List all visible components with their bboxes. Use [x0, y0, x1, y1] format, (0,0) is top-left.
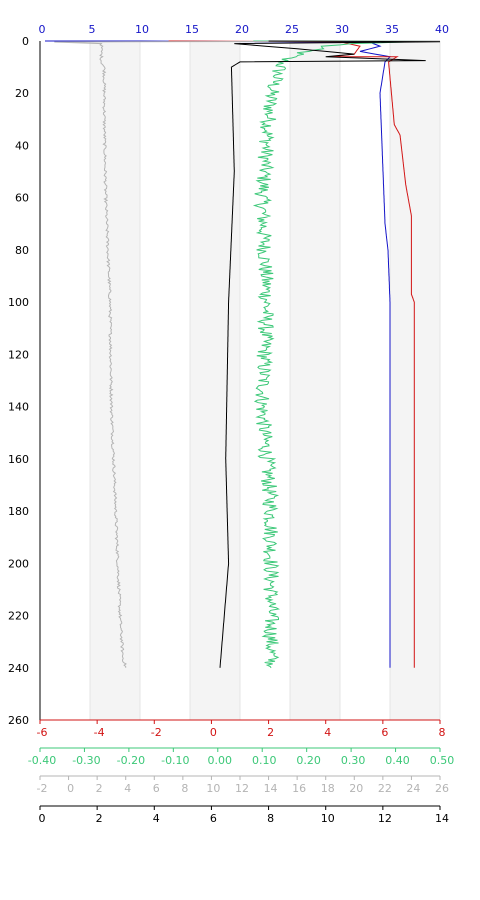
grid-band [290, 41, 340, 720]
x-tick-label-2: -0.40 [28, 754, 56, 767]
series-layer [45, 40, 441, 669]
x-tick-label-2: -0.30 [72, 754, 100, 767]
x-tick-label-4: 12 [378, 812, 392, 825]
y-tick-label: 40 [15, 139, 29, 152]
y-tick-label: 20 [15, 87, 29, 100]
y-tick-label: 220 [8, 610, 29, 623]
x-tick-label-0: 0 [39, 23, 46, 36]
x-tick-label-3: 6 [153, 782, 160, 795]
x-tick-label-3: 10 [206, 782, 220, 795]
x-tick-label-4: 2 [96, 812, 103, 825]
x-tick-label-1: 2 [267, 726, 274, 739]
x-tick-label-2: -0.10 [161, 754, 189, 767]
x-tick-label-0: 25 [285, 23, 299, 36]
y-tick-label: 180 [8, 505, 29, 518]
x-tick-label-3: 18 [321, 782, 335, 795]
series-line-1 [168, 40, 415, 668]
x-tick-label-4: 4 [153, 812, 160, 825]
x-tick-label-1: 0 [210, 726, 217, 739]
y-tick-label: 200 [8, 557, 29, 570]
y-tick-label: 120 [8, 348, 29, 361]
x-tick-label-0: 20 [235, 23, 249, 36]
x-tick-label-3: 8 [181, 782, 188, 795]
x-tick-label-2: 0.20 [296, 754, 321, 767]
x-tick-label-2: 0.50 [430, 754, 455, 767]
y-tick-label: 100 [8, 296, 29, 309]
x-tick-label-0: 30 [335, 23, 349, 36]
x-tick-label-0: 40 [435, 23, 449, 36]
y-tick-label: 140 [8, 401, 29, 414]
x-tick-label-3: 2 [96, 782, 103, 795]
x-tick-label-3: 0 [67, 782, 74, 795]
x-tick-label-4: 8 [267, 812, 274, 825]
x-tick-label-3: 24 [406, 782, 420, 795]
x-tick-label-3: 22 [378, 782, 392, 795]
y-tick-label: 60 [15, 192, 29, 205]
y-tick-label: 0 [22, 35, 29, 48]
grid-band [390, 41, 440, 720]
x-tick-label-3: 26 [435, 782, 449, 795]
x-tick-label-2: 0.30 [341, 754, 366, 767]
x-tick-label-3: 16 [292, 782, 306, 795]
x-tick-label-4: 0 [39, 812, 46, 825]
y-tick-label: 160 [8, 453, 29, 466]
grid-band [190, 41, 240, 720]
series-line-4 [219, 40, 441, 668]
x-tick-label-1: -4 [94, 726, 105, 739]
x-tick-label-2: 0.10 [252, 754, 277, 767]
y-tick-label: 240 [8, 662, 29, 675]
x-tick-label-3: 20 [349, 782, 363, 795]
x-tick-label-3: -2 [37, 782, 48, 795]
x-tick-label-1: 4 [324, 726, 331, 739]
x-tick-label-0: 15 [185, 23, 199, 36]
x-tick-label-4: 6 [210, 812, 217, 825]
x-tick-label-2: 0.40 [385, 754, 410, 767]
x-tick-label-0: 5 [89, 23, 96, 36]
x-tick-label-1: -2 [151, 726, 162, 739]
x-tick-label-1: 8 [439, 726, 446, 739]
series-line-3 [54, 40, 441, 668]
series-line-2 [252, 40, 441, 669]
grid-bands [39, 41, 441, 720]
x-tick-label-1: -6 [37, 726, 48, 739]
x-tick-label-3: 12 [235, 782, 249, 795]
x-tick-label-2: 0.00 [208, 754, 233, 767]
x-tick-label-3: 4 [124, 782, 131, 795]
series-line-0 [45, 40, 391, 668]
x-tick-label-4: 14 [435, 812, 449, 825]
y-tick-label: 80 [15, 244, 29, 257]
grid-band [90, 41, 140, 720]
x-tick-label-3: 14 [264, 782, 278, 795]
y-tick-label: 260 [8, 714, 29, 727]
x-tick-label-1: 6 [381, 726, 388, 739]
x-tick-label-2: -0.20 [117, 754, 145, 767]
x-tick-label-0: 10 [135, 23, 149, 36]
x-tick-label-0: 35 [385, 23, 399, 36]
x-tick-label-4: 10 [321, 812, 335, 825]
